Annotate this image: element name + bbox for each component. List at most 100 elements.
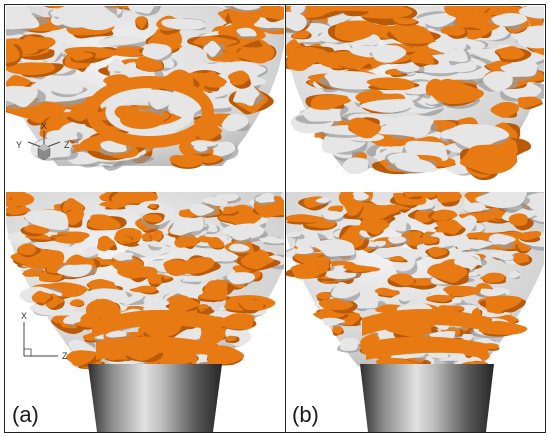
vortex-blob-orange [68,50,94,61]
vortex-blob-orange [334,20,378,42]
vortex-blob-orange [467,6,494,13]
triad-3d-z-label: Z [64,140,70,150]
vortex-blob-orange [480,272,505,283]
vortex-blob-white [46,129,79,141]
vortex-blob-orange [198,292,227,301]
vortex-blob-orange [286,53,319,71]
vortex-blob-orange [286,214,329,223]
vortex-blob-white [99,35,146,47]
vortex-blob-white [488,250,514,261]
vortex-blob-orange [332,6,370,12]
vortex-blob-orange [69,299,85,307]
vortex-blob-orange [18,243,36,256]
vortex-blob-orange [436,305,465,311]
vortex-blob-orange [223,206,239,215]
vortex-blob-orange [142,214,163,223]
vortex-blob-white [387,236,407,244]
vortex-blob-orange [490,101,520,118]
vortex-blob-white [233,83,260,107]
vortex-blob-orange [96,235,116,252]
vortex-blob-white [352,299,379,309]
vortex-blob-orange [310,94,352,110]
vortex-blob-orange [31,290,51,304]
vortex-blob-white [255,192,275,203]
vortex-blob-orange [157,355,192,367]
vortex-blob-white [395,158,438,173]
vortex-blob-orange [133,6,141,7]
vortex-blob-orange [141,232,153,241]
vortex-blob-white [518,6,531,7]
vortex-blob-orange [87,214,121,230]
vortex-blob-white [529,199,544,211]
vortex-blob-orange [384,68,402,76]
vortex-blob-white [500,59,538,77]
vortex-blob-white [108,57,126,72]
vortex-blob-orange [431,78,484,105]
vortex-blob-white [376,115,434,138]
swirl-core-orange [120,111,164,129]
vortex-blob-orange [239,298,264,311]
vortex-blob-white [462,202,486,213]
vortex-blob-orange [50,235,85,244]
vortex-blob-orange [169,295,200,313]
vortex-blob-orange [366,77,415,91]
vortex-blob-orange [6,75,31,89]
vortex-blob-white [509,270,521,279]
vortex-blob-orange [347,117,382,139]
vortex-blob-white [398,292,412,302]
triad-2d-x-label: X [21,311,27,321]
vortex-blob-orange [6,62,56,76]
vortex-blob-white [475,192,527,208]
vortex-blob-white [226,272,256,285]
vortex-blob-white [313,239,355,257]
vortex-blob-white [6,85,38,108]
vortex-blob-orange [69,109,90,122]
vortex-blob-orange [24,224,50,235]
vortex-blob-orange [85,298,121,321]
vortex-blob-white [448,123,510,151]
vortex-blob-orange [176,257,215,275]
vortex-blob-orange [343,264,381,273]
vortex-blob-orange [6,206,31,216]
shear-band-orange [96,336,218,360]
vortex-blob-orange [517,96,543,109]
vortex-blob-white [374,240,387,247]
vortex-blob-orange [201,71,227,88]
vortex-blob-white [259,236,284,244]
vortex-blob-white [148,97,172,110]
swirl-ring-orange [86,76,214,148]
panel-top-right-render [286,6,544,181]
vortex-blob-orange [517,241,531,252]
vortex-blob-white [480,288,506,297]
vortex-blob-orange [402,192,424,198]
vortex-blob-white [231,232,251,241]
swirl-ring-white [105,89,195,135]
vortex-blob-white [280,192,284,201]
vortex-blob-white [331,282,359,299]
vortex-blob-white [295,249,314,255]
vortex-blob-white [286,231,301,237]
vortex-blob-orange [10,192,35,207]
vortex-blob-orange [227,70,250,86]
vortex-blob-white [315,197,331,204]
vortex-blob-orange [207,236,225,249]
vortex-blob-white [189,203,215,216]
triad-3d-x-label: X [41,121,47,131]
nozzle-left [88,364,222,432]
vortex-blob-orange [410,52,435,65]
shear-band-orange [366,336,488,360]
vortex-blob-orange [434,192,462,204]
vortex-blob-white [83,246,99,258]
panel-bottom-left-render [6,192,284,376]
vortex-blob-white [491,12,528,27]
panel-label-b: (b) [292,402,319,427]
vortex-blob-white [47,81,84,95]
vortex-blob-orange [426,294,456,302]
vortex-blob-white [236,27,257,37]
vortex-blob-white [342,157,369,175]
vortex-blob-white [352,192,369,201]
vortex-blob-orange [111,192,158,204]
vortex-blob-orange [459,144,517,175]
axis-triad-3d: X Y Z [16,121,70,161]
vortex-blob-white [232,6,261,11]
